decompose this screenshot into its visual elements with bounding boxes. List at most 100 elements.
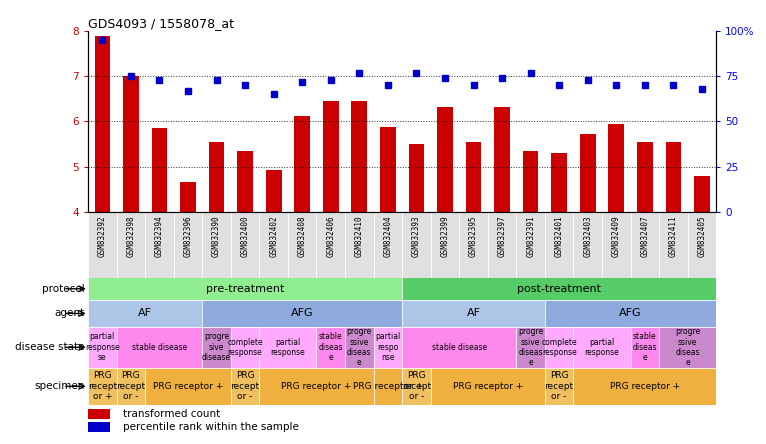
- Bar: [374, 212, 402, 278]
- Text: GSM832399: GSM832399: [440, 215, 450, 257]
- Bar: [146, 212, 174, 278]
- Bar: [402, 368, 430, 405]
- Bar: [430, 212, 460, 278]
- Bar: [345, 212, 374, 278]
- Text: GSM832409: GSM832409: [612, 215, 620, 257]
- Text: PRG
recept
or -: PRG recept or -: [545, 372, 574, 401]
- Bar: [460, 212, 488, 278]
- Bar: [116, 212, 146, 278]
- Bar: [202, 327, 231, 368]
- Bar: [88, 278, 402, 300]
- Bar: [516, 212, 545, 278]
- Text: PRG receptor +: PRG receptor +: [153, 382, 223, 391]
- Bar: [516, 327, 545, 368]
- Bar: [231, 368, 260, 405]
- Bar: [237, 151, 253, 212]
- Bar: [288, 212, 316, 278]
- Bar: [345, 327, 374, 368]
- Bar: [202, 212, 231, 278]
- Bar: [316, 327, 345, 368]
- Text: partial
response: partial response: [270, 337, 306, 357]
- Text: GSM832396: GSM832396: [184, 215, 192, 257]
- Bar: [402, 327, 516, 368]
- Text: complete
response: complete response: [228, 337, 263, 357]
- Bar: [552, 153, 567, 212]
- Text: pre-treatment: pre-treatment: [206, 284, 284, 294]
- Text: GSM832408: GSM832408: [298, 215, 306, 257]
- Bar: [94, 36, 110, 212]
- Text: GDS4093 / 1558078_at: GDS4093 / 1558078_at: [88, 17, 234, 30]
- Bar: [659, 212, 688, 278]
- Text: partial
respo
nse: partial respo nse: [375, 333, 401, 362]
- Text: PRG receptor +: PRG receptor +: [453, 382, 523, 391]
- Text: stable
diseas
e: stable diseas e: [319, 333, 343, 362]
- Bar: [574, 368, 716, 405]
- Text: GSM832401: GSM832401: [555, 215, 564, 257]
- Text: GSM832410: GSM832410: [355, 215, 364, 257]
- Bar: [630, 212, 659, 278]
- Text: PRG receptor +: PRG receptor +: [281, 382, 352, 391]
- Text: GSM832400: GSM832400: [241, 215, 250, 257]
- Text: GSM832397: GSM832397: [498, 215, 506, 257]
- Text: GSM832394: GSM832394: [155, 215, 164, 257]
- Bar: [231, 212, 260, 278]
- Bar: [688, 212, 716, 278]
- Text: partial
response: partial response: [584, 337, 620, 357]
- Text: disease state: disease state: [15, 342, 85, 353]
- Text: AF: AF: [138, 309, 152, 318]
- Bar: [608, 124, 624, 212]
- Bar: [437, 107, 453, 212]
- Bar: [352, 101, 367, 212]
- Bar: [208, 142, 224, 212]
- Bar: [88, 327, 116, 368]
- Text: GSM832398: GSM832398: [126, 215, 136, 257]
- Text: stable disease: stable disease: [132, 343, 187, 352]
- Text: GSM832404: GSM832404: [383, 215, 392, 257]
- Text: PRG
recept
or -: PRG recept or -: [231, 372, 260, 401]
- Text: GSM832390: GSM832390: [212, 215, 221, 257]
- Bar: [88, 409, 110, 419]
- Bar: [494, 107, 510, 212]
- Text: stable disease: stable disease: [432, 343, 487, 352]
- Text: GSM832411: GSM832411: [669, 215, 678, 257]
- Text: PRG
recept
or -: PRG recept or -: [116, 372, 146, 401]
- Text: GSM832407: GSM832407: [640, 215, 650, 257]
- Text: PRG
recept
or -: PRG recept or -: [402, 372, 431, 401]
- Text: progre
ssive
diseas
e: progre ssive diseas e: [518, 327, 543, 368]
- Bar: [116, 327, 202, 368]
- Text: GSM832403: GSM832403: [583, 215, 592, 257]
- Text: PRG receptor +: PRG receptor +: [610, 382, 680, 391]
- Bar: [123, 76, 139, 212]
- Bar: [630, 327, 659, 368]
- Bar: [574, 212, 602, 278]
- Bar: [545, 212, 574, 278]
- Bar: [316, 212, 345, 278]
- Text: GSM832402: GSM832402: [269, 215, 278, 257]
- Bar: [260, 368, 374, 405]
- Bar: [574, 327, 630, 368]
- Text: partial
response
se: partial response se: [85, 333, 119, 362]
- Bar: [637, 142, 653, 212]
- Text: complete
response: complete response: [542, 337, 577, 357]
- Text: AF: AF: [466, 309, 480, 318]
- Bar: [174, 212, 202, 278]
- Text: progre
ssive
diseas
e: progre ssive diseas e: [347, 327, 372, 368]
- Text: AFG: AFG: [619, 309, 642, 318]
- Bar: [374, 368, 402, 405]
- Bar: [580, 134, 596, 212]
- Bar: [402, 300, 545, 327]
- Bar: [146, 368, 231, 405]
- Text: progre
sive
disease: progre sive disease: [202, 333, 231, 362]
- Bar: [402, 212, 430, 278]
- Text: percentile rank within the sample: percentile rank within the sample: [123, 422, 299, 432]
- Text: GSM832392: GSM832392: [98, 215, 107, 257]
- Bar: [694, 176, 710, 212]
- Bar: [545, 300, 716, 327]
- Bar: [88, 368, 116, 405]
- Text: protocol: protocol: [42, 284, 85, 294]
- Text: GSM832395: GSM832395: [469, 215, 478, 257]
- Text: GSM832405: GSM832405: [697, 215, 706, 257]
- Bar: [180, 182, 196, 212]
- Text: transformed count: transformed count: [123, 409, 220, 419]
- Bar: [408, 144, 424, 212]
